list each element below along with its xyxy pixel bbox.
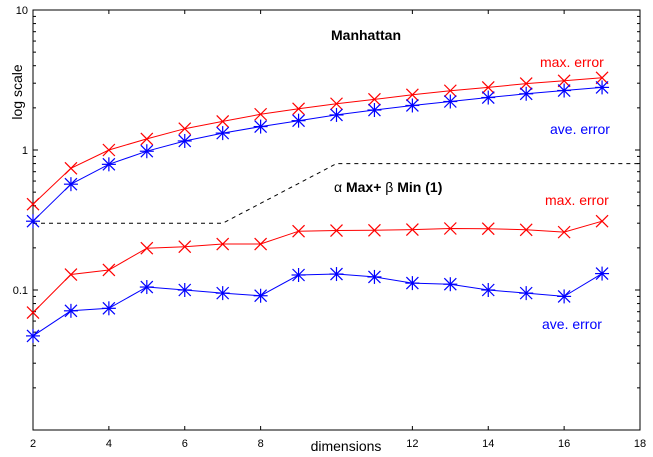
- x-tick-label: 4: [106, 438, 112, 450]
- asterisk-marker: [101, 157, 116, 172]
- asterisk-marker: [595, 266, 610, 281]
- x-tick-label: 6: [182, 438, 188, 450]
- asterisk-marker: [329, 107, 344, 122]
- x-marker: [405, 88, 419, 102]
- series-line-3: [32, 220, 603, 313]
- plot-area-frame: [32, 9, 641, 431]
- beta-symbol: β: [385, 179, 393, 195]
- x-marker: [595, 71, 609, 85]
- asterisk-marker: [101, 301, 116, 316]
- manhattan-label: Manhattan: [331, 27, 401, 43]
- x-marker: [519, 223, 533, 237]
- asterisk-marker: [253, 119, 268, 134]
- x-tick-label: 2: [30, 438, 36, 450]
- x-marker: [26, 306, 40, 319]
- x-axis-label: dimensions: [311, 438, 382, 454]
- x-marker: [140, 241, 154, 255]
- x-marker: [178, 240, 192, 254]
- x-marker: [557, 225, 571, 239]
- x-marker: [64, 161, 78, 175]
- manhattan-max-error-label: max. error: [540, 54, 604, 70]
- alpha-symbol: α: [334, 179, 342, 195]
- asterisk-marker: [367, 269, 382, 284]
- asterisk-marker: [557, 289, 572, 304]
- x-marker: [254, 107, 268, 121]
- x-marker: [481, 80, 495, 94]
- x-tick-label: 12: [406, 438, 418, 450]
- x-marker: [292, 102, 305, 116]
- x-marker: [102, 263, 116, 277]
- x-marker: [443, 222, 457, 235]
- series-line-4: [32, 273, 603, 337]
- x-tick-label: 18: [634, 438, 646, 450]
- x-marker: [216, 114, 230, 128]
- asterisk-marker: [405, 98, 420, 113]
- manhattan-ave-error-label: ave. error: [550, 121, 610, 137]
- y-tick-label: 0.1: [13, 285, 28, 297]
- asterisk-marker: [405, 276, 420, 291]
- x-marker: [405, 223, 419, 237]
- asterisk-marker: [215, 286, 230, 301]
- asterisk-marker: [557, 83, 572, 98]
- x-marker: [330, 224, 343, 237]
- x-marker: [519, 77, 533, 91]
- y-tick-label: 10: [16, 5, 28, 17]
- x-marker: [595, 214, 609, 228]
- asterisk-marker: [481, 90, 496, 105]
- x-marker: [64, 268, 78, 281]
- x-marker: [368, 223, 381, 237]
- x-marker: [178, 122, 192, 136]
- x-marker: [26, 197, 40, 211]
- asterisk-marker: [519, 286, 534, 301]
- axis-ticks: 2 4 6 8 12 14 16 18 0.1 1 10: [13, 5, 646, 450]
- max-plus-text: Max+: [346, 179, 381, 195]
- series-line-2: [32, 86, 603, 222]
- x-marker: [330, 97, 343, 111]
- asterisk-marker: [367, 103, 382, 118]
- asterisk-marker: [481, 283, 496, 297]
- asterisk-marker: [595, 80, 610, 95]
- asterisk-marker: [26, 328, 40, 343]
- x-marker: [254, 237, 268, 251]
- asterisk-marker: [329, 267, 344, 282]
- asterisk-marker: [139, 280, 154, 295]
- asterisk-marker: [443, 94, 458, 109]
- asterisk-marker: [177, 133, 192, 148]
- asterisk-marker: [253, 288, 268, 303]
- asterisk-marker: [519, 86, 534, 101]
- asterisk-marker: [215, 126, 230, 141]
- x-marker: [140, 132, 154, 146]
- alphamax-ave-error-label: ave. error: [542, 316, 602, 332]
- asterisk-marker: [63, 303, 78, 318]
- x-marker: [443, 84, 457, 98]
- x-marker: [216, 237, 230, 251]
- asterisk-marker: [26, 214, 40, 229]
- x-marker: [102, 143, 116, 157]
- asterisk-marker: [291, 113, 306, 128]
- asterisk-marker: [291, 267, 306, 282]
- x-marker: [368, 92, 381, 106]
- x-marker: [481, 222, 495, 236]
- alphamax-max-error-label: max. error: [545, 192, 609, 208]
- asterisk-marker: [63, 177, 78, 192]
- x-marker: [557, 74, 571, 88]
- y-axis-label: log scale: [9, 64, 25, 119]
- series-group: [26, 71, 610, 343]
- x-tick-label: 16: [558, 438, 570, 450]
- y-tick-label: 1: [22, 145, 28, 157]
- x-tick-label: 14: [482, 438, 494, 450]
- x-tick-label: 8: [258, 438, 264, 450]
- asterisk-marker: [443, 277, 458, 292]
- min-1-text: Min (1): [397, 179, 442, 195]
- asterisk-marker: [177, 283, 192, 297]
- asterisk-marker: [139, 144, 154, 159]
- x-marker: [292, 224, 305, 238]
- alpha-max-beta-min-label: α Max+ β Min (1): [334, 179, 442, 195]
- series-line-1: [32, 77, 603, 205]
